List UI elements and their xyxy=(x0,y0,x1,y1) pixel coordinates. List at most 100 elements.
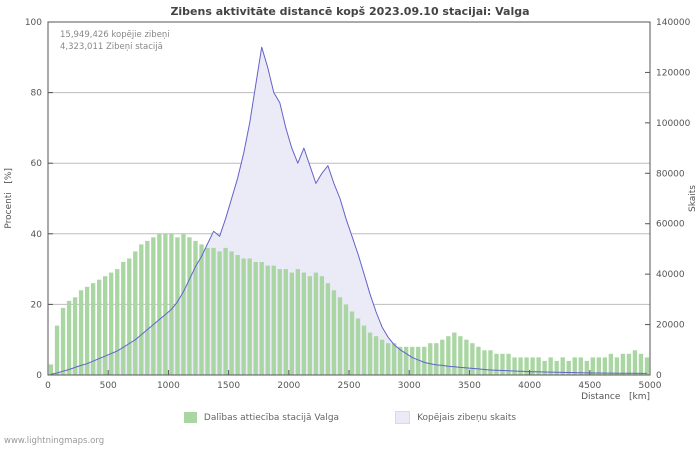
legend: Dalības attiecība stacijā Valga Kopējais… xyxy=(0,411,700,424)
bar xyxy=(536,357,541,375)
bar xyxy=(355,318,361,375)
bar xyxy=(48,364,54,375)
tick-label-left: 0 xyxy=(36,371,42,381)
bar xyxy=(193,240,198,375)
bar xyxy=(253,262,258,375)
legend-item-total-count: Kopējais zibeņu skaits xyxy=(395,411,516,424)
bar xyxy=(277,269,282,375)
bar xyxy=(458,336,463,375)
annotation-station-strikes: 4,323,011 Zibeņi stacijā xyxy=(60,42,163,52)
bar xyxy=(139,244,144,375)
annotation-total-strikes: 15,949,426 kopējie zibeņi xyxy=(60,30,170,40)
bar xyxy=(54,325,60,375)
bar xyxy=(259,262,264,375)
bar xyxy=(271,265,276,375)
y-axis-left-label-wrap: Procenti [%] xyxy=(2,22,16,375)
bar xyxy=(247,258,252,375)
tick-label-right: 40000 xyxy=(656,270,685,280)
legend-label-bars: Dalības attiecība stacijā Valga xyxy=(203,412,340,423)
annotation-block: 15,949,426 kopējie zibeņi 4,323,011 Zibe… xyxy=(60,29,170,53)
bar xyxy=(121,262,126,375)
bar xyxy=(416,346,421,375)
bar xyxy=(157,233,162,375)
bar xyxy=(241,258,246,375)
bar xyxy=(163,233,168,375)
bar xyxy=(169,233,174,375)
bar xyxy=(265,265,270,375)
tick-label-bottom: 2000 xyxy=(277,381,300,391)
bar xyxy=(542,360,547,375)
y-axis-right-label: Skaits xyxy=(688,185,698,212)
bar xyxy=(385,343,391,375)
bar xyxy=(530,357,535,375)
tick-label-bottom: 0 xyxy=(45,381,51,391)
bar xyxy=(295,269,300,375)
legend-item-station-ratio: Dalības attiecība stacijā Valga xyxy=(183,412,340,423)
count-line xyxy=(50,46,647,375)
bar xyxy=(187,237,192,375)
tick-label-right: 120000 xyxy=(656,68,691,78)
bar xyxy=(391,343,397,375)
bar xyxy=(223,247,228,375)
legend-label-area: Kopējais zibeņu skaits xyxy=(417,412,517,423)
tick-label-left: 80 xyxy=(31,89,43,99)
tick-label-bottom: 4000 xyxy=(518,381,541,391)
bar xyxy=(337,297,343,375)
bar xyxy=(78,290,84,375)
bar xyxy=(422,346,427,375)
bar xyxy=(638,353,644,375)
bar xyxy=(494,353,499,375)
bar xyxy=(72,297,78,375)
bar xyxy=(446,336,451,375)
bar xyxy=(518,357,523,375)
tick-label-right: 0 xyxy=(656,371,662,381)
bar xyxy=(632,350,638,375)
bar xyxy=(217,251,222,375)
bar xyxy=(512,357,517,375)
tick-label-right: 140000 xyxy=(656,18,691,28)
bar xyxy=(235,255,240,375)
bar xyxy=(398,346,403,375)
bar xyxy=(440,339,445,375)
bar xyxy=(133,251,138,375)
tick-label-right: 60000 xyxy=(656,220,685,230)
legend-swatch-area xyxy=(395,411,411,424)
bar xyxy=(307,276,313,375)
bar xyxy=(175,237,180,375)
bar xyxy=(283,269,288,375)
y-axis-right-label-wrap: Skaits xyxy=(687,22,699,375)
bar xyxy=(205,247,210,375)
bar xyxy=(554,360,559,375)
bar xyxy=(229,251,234,375)
bar xyxy=(331,290,337,375)
bar xyxy=(464,339,469,375)
bar xyxy=(373,336,379,375)
bar xyxy=(578,357,583,375)
bar xyxy=(343,304,349,375)
bar xyxy=(103,276,108,375)
legend-swatch-bars xyxy=(183,412,197,423)
bar xyxy=(428,343,433,375)
tick-label-right: 80000 xyxy=(656,169,685,179)
bar xyxy=(199,244,204,375)
bar xyxy=(470,343,475,375)
tick-label-bottom: 1500 xyxy=(217,381,240,391)
bar xyxy=(626,353,632,375)
bar xyxy=(60,307,66,375)
bar xyxy=(66,300,72,375)
bar xyxy=(361,325,367,375)
bar xyxy=(349,311,355,375)
bar xyxy=(548,357,553,375)
bar xyxy=(608,353,614,375)
tick-label-bottom: 4500 xyxy=(578,381,601,391)
bar xyxy=(301,272,307,375)
tick-label-bottom: 3000 xyxy=(398,381,421,391)
bar xyxy=(620,353,626,375)
bar xyxy=(151,237,156,375)
bar xyxy=(410,346,415,375)
tick-label-right: 20000 xyxy=(656,321,685,331)
bar xyxy=(181,233,186,375)
tick-label-bottom: 1000 xyxy=(157,381,180,391)
bar xyxy=(644,357,650,375)
